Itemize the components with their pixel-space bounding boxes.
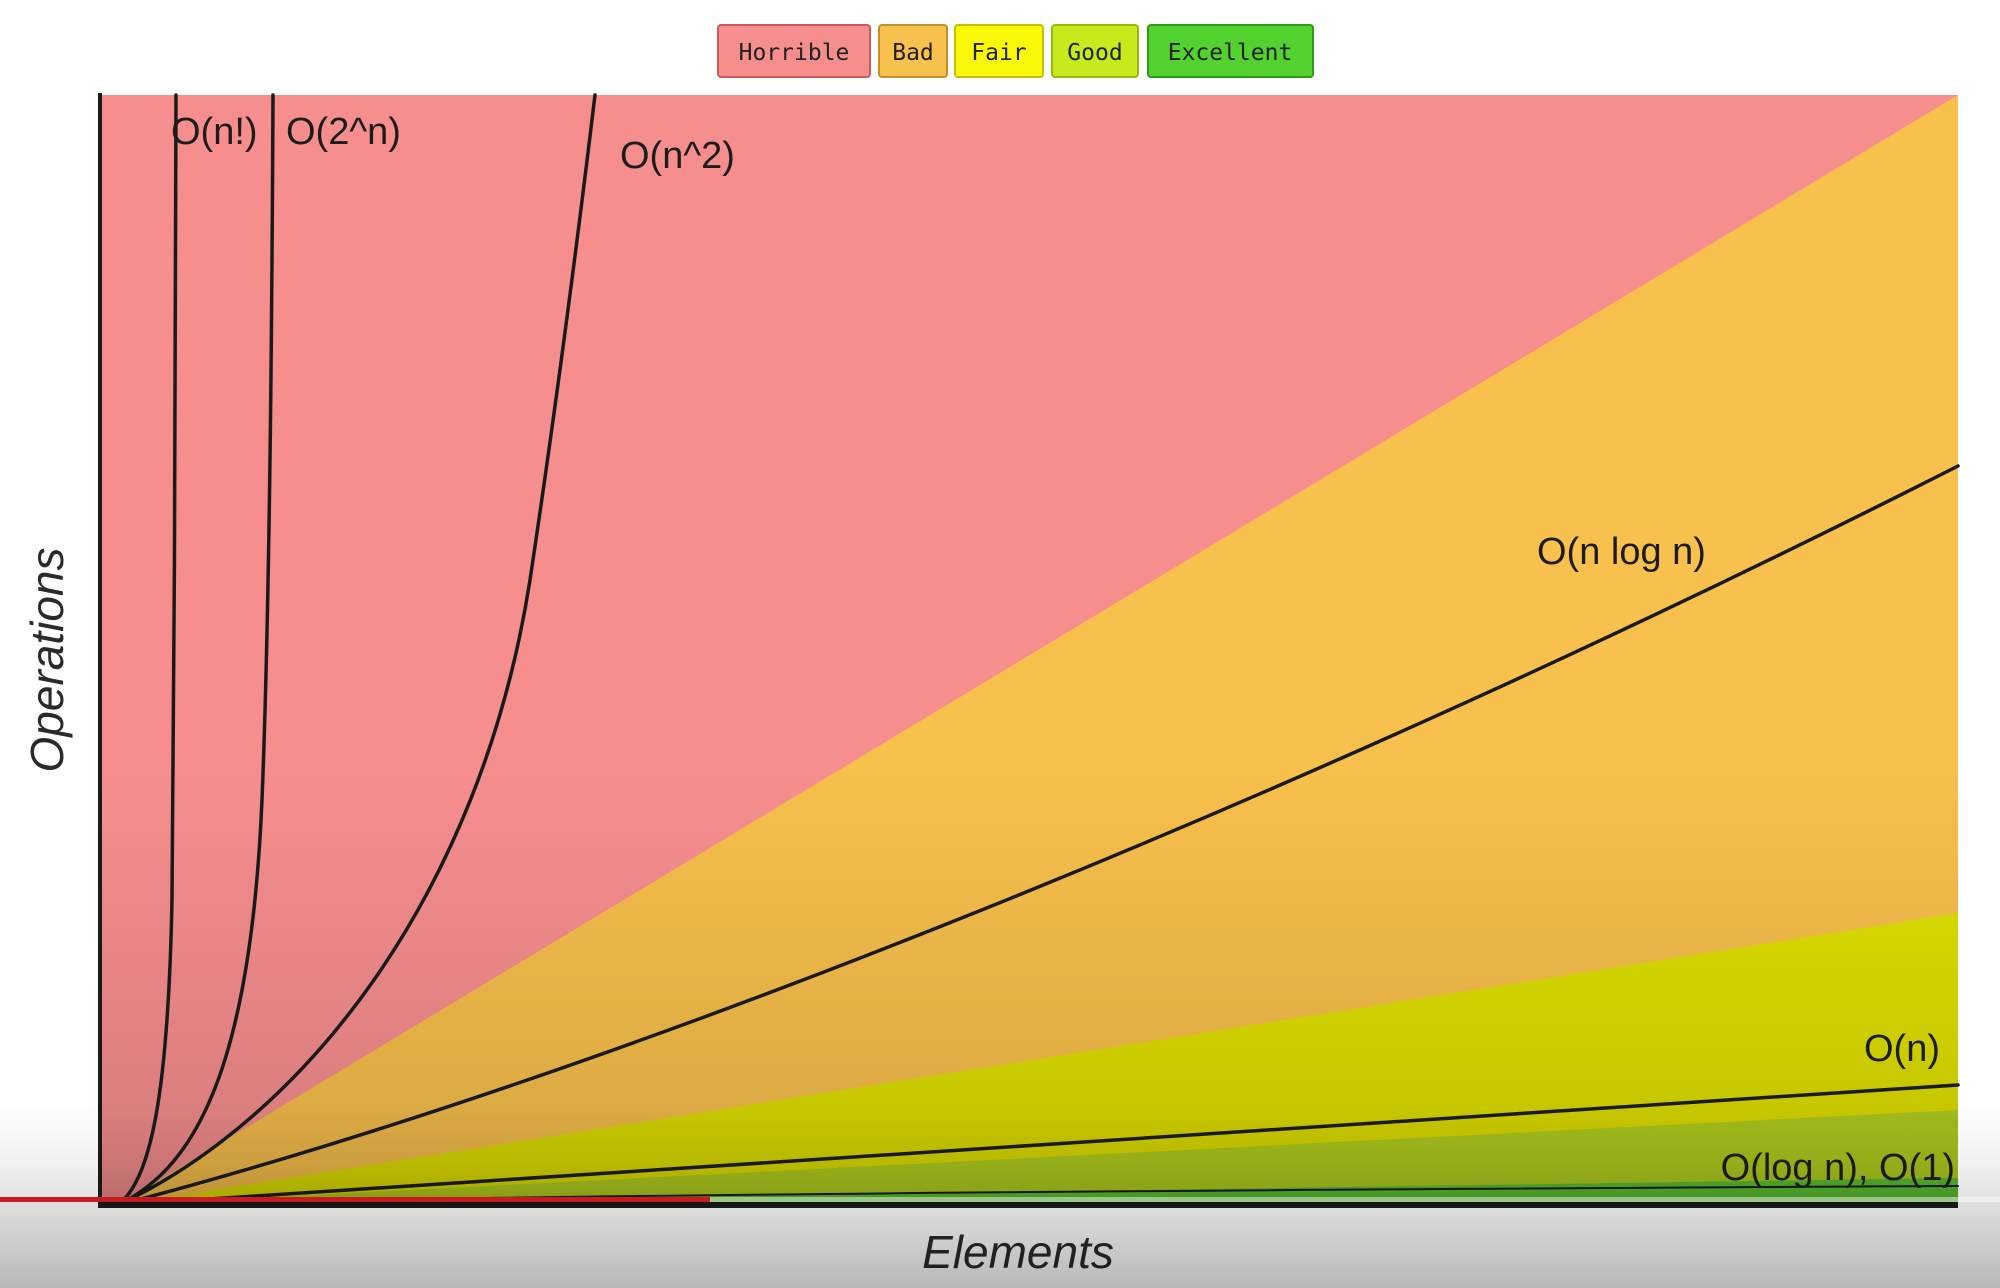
curve-o-n-log-n xyxy=(116,464,1960,1207)
legend-label-excellent: Excellent xyxy=(1168,40,1293,66)
legend-swatch-horrible xyxy=(717,24,871,78)
legend-label-horrible: Horrible xyxy=(739,40,850,66)
legend-swatch-good xyxy=(1051,24,1139,78)
curve-o-n-factorial xyxy=(116,93,178,1207)
legend-item-fair: Fair xyxy=(954,24,1044,78)
y-axis-label: Operations xyxy=(21,547,73,772)
complexity-regions xyxy=(100,95,1958,1205)
legend-swatch-bad xyxy=(878,24,948,78)
legend-label-bad: Bad xyxy=(892,40,934,66)
label-o-n-log-n: O(n log n) xyxy=(1537,531,1706,573)
label-o-n-squared: O(n^2) xyxy=(620,135,735,177)
legend-item-excellent: Excellent xyxy=(1147,24,1314,78)
axes: Elements Operations xyxy=(21,93,1958,1278)
video-progress-fill xyxy=(0,1197,710,1202)
complexity-curves xyxy=(116,93,1960,1207)
curve-labels: O(n!) O(2^n) O(n^2) O(n log n) O(n) O(lo… xyxy=(171,111,1955,1189)
label-o-2-n: O(2^n) xyxy=(286,111,401,153)
video-progress-bar[interactable] xyxy=(0,1197,2000,1202)
legend-swatch-fair xyxy=(954,24,1044,78)
label-o-log-n-o-1: O(log n), O(1) xyxy=(1721,1147,1955,1189)
legend-item-bad: Bad xyxy=(878,24,948,78)
region-shade xyxy=(100,95,1958,1205)
legend-swatch-excellent xyxy=(1147,24,1314,78)
x-axis-label: Elements xyxy=(922,1226,1114,1278)
legend-label-fair: Fair xyxy=(971,40,1026,66)
legend-item-horrible: Horrible xyxy=(717,24,871,78)
curve-o-n-squared xyxy=(116,93,597,1207)
legend-label-good: Good xyxy=(1067,40,1122,66)
label-o-n-factorial: O(n!) xyxy=(171,111,258,153)
label-o-n: O(n) xyxy=(1864,1028,1940,1070)
curve-o-2-n xyxy=(116,93,275,1207)
legend: Horrible Bad Fair Good Excellent xyxy=(717,24,1314,78)
legend-item-good: Good xyxy=(1051,24,1139,78)
curve-o-n xyxy=(116,1083,1960,1207)
